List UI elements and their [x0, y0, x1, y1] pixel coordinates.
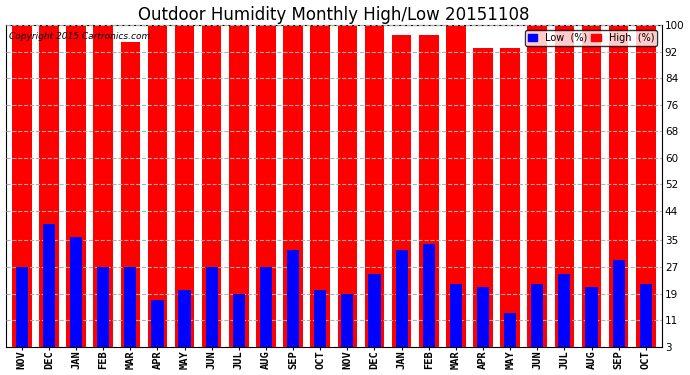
Bar [233, 294, 245, 346]
Bar [206, 267, 218, 346]
Bar [260, 267, 272, 346]
Legend: Low  (%), High  (%): Low (%), High (%) [524, 30, 657, 46]
Bar [368, 274, 381, 346]
Bar [473, 48, 493, 346]
Bar [202, 25, 221, 346]
Bar [395, 251, 408, 346]
Bar [423, 244, 435, 346]
Bar [342, 294, 353, 346]
Bar [365, 25, 384, 346]
Bar [148, 25, 167, 346]
Bar [175, 25, 195, 346]
Bar [582, 25, 601, 346]
Bar [179, 290, 190, 346]
Bar [477, 287, 489, 346]
Bar [613, 260, 624, 346]
Bar [256, 25, 276, 346]
Bar [531, 284, 543, 346]
Bar [12, 25, 32, 346]
Bar [555, 25, 574, 346]
Bar [43, 224, 55, 346]
Bar [500, 48, 520, 346]
Bar [585, 287, 598, 346]
Bar [70, 237, 82, 346]
Bar [504, 314, 516, 346]
Bar [640, 284, 652, 346]
Bar [314, 290, 326, 346]
Bar [310, 25, 330, 346]
Bar [287, 251, 299, 346]
Bar [337, 25, 357, 346]
Bar [527, 25, 547, 346]
Bar [66, 25, 86, 346]
Bar [97, 267, 109, 346]
Bar [609, 25, 629, 346]
Bar [558, 274, 571, 346]
Bar [151, 300, 164, 346]
Bar [39, 25, 59, 346]
Text: Copyright 2015 Cartronics.com: Copyright 2015 Cartronics.com [9, 32, 150, 40]
Bar [284, 25, 303, 346]
Bar [419, 35, 439, 346]
Bar [93, 25, 113, 346]
Bar [229, 25, 248, 346]
Bar [446, 25, 466, 346]
Bar [636, 25, 656, 346]
Bar [392, 35, 411, 346]
Title: Outdoor Humidity Monthly High/Low 20151108: Outdoor Humidity Monthly High/Low 201511… [138, 6, 529, 24]
Bar [121, 42, 140, 346]
Bar [124, 267, 137, 346]
Bar [16, 267, 28, 346]
Bar [450, 284, 462, 346]
